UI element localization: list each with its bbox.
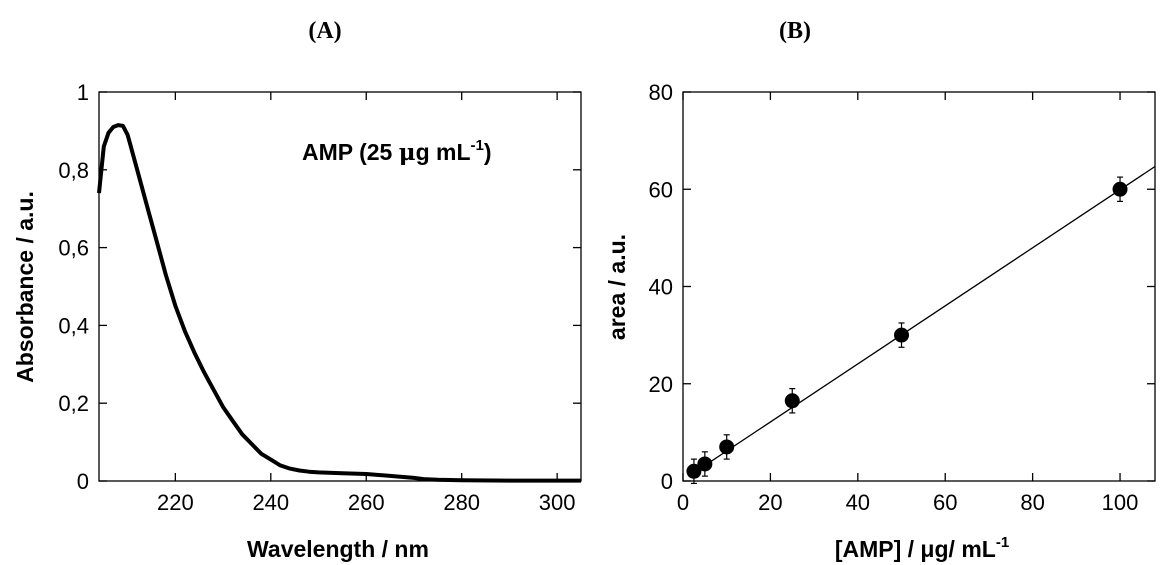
panel-b-x-tick-label: 100 [1102,490,1139,515]
panel-a-x-tick-label: 260 [348,490,385,515]
panel-b-ticks: 0 20 40 60 80 100 0 20 40 60 80 [649,80,1155,515]
panel-b-y-tick-label: 40 [649,275,673,300]
panel-b-y-tick-label: 80 [649,80,673,105]
data-point [1112,181,1128,197]
panel-b-y-tick-label: 20 [649,372,673,397]
panel-a-frame [98,91,582,482]
annotation-main: AMP (25 [302,139,399,165]
panel-a-x-tick-label: 240 [252,490,289,515]
annotation-unit: g mL [416,139,471,165]
panel-b-x-tick-label: 20 [758,490,782,515]
panel-a-x-tick-label: 300 [539,490,576,515]
panel-a-y-tick-label: 0,4 [58,313,89,338]
panel-a-ticks: 220 240 260 280 300 0 0,2 0,4 0,6 0,8 1 [58,80,581,515]
panel-a-y-tick-label: 0,6 [58,236,89,261]
panel-b-x-tick-label: 80 [1020,490,1044,515]
panel-b-xlabel-main: [AMP] / μg/ mL [835,536,996,562]
panel-b-label: (B) [779,18,811,44]
panel-b-x-tick-label: 0 [677,490,689,515]
panel-a-y-tick-label: 1 [77,80,89,105]
calibration-fit-line [691,165,1156,475]
data-point [784,393,800,409]
annotation-sup: -1 [471,137,484,154]
panel-b: (B) 0 20 40 60 80 100 0 20 40 60 80 [AMP] / μg/ mL… [604,18,1156,562]
annotation-mu: μ [399,139,416,166]
panel-b-x-tick-label: 60 [933,490,957,515]
panel-a-annotation: AMP (25 μg mL-1) [302,137,492,166]
data-point [894,327,910,343]
panel-a-label: (A) [308,18,341,44]
data-point [719,439,735,455]
panel-b-ylabel: area / a.u. [604,234,630,340]
panel-a-ylabel: Absorbance / a.u. [12,191,38,383]
panel-a: (A) 220 240 260 280 300 0 0,2 0,4 0,6 0,8 1 AMP (2… [12,18,582,562]
panel-b-x-tick-label: 40 [846,490,870,515]
absorbance-curve [97,123,581,483]
panel-a-x-tick-label: 220 [157,490,194,515]
panel-a-y-tick-label: 0,2 [58,391,89,416]
panel-b-xlabel: [AMP] / μg/ mL-1 [835,534,1009,562]
panel-b-y-tick-label: 60 [649,177,673,202]
panel-b-frame [682,91,1156,482]
data-point [697,456,713,472]
data-point [686,463,702,479]
panel-a-x-tick-label: 280 [443,490,480,515]
annotation-close: ) [484,139,492,165]
panel-a-xlabel: Wavelength / nm [247,536,429,562]
panel-b-y-tick-label: 0 [661,469,673,494]
calibration-points [686,176,1128,485]
panel-a-y-tick-label: 0,8 [58,158,89,183]
panel-b-xlabel-sup: -1 [996,534,1009,551]
panel-a-y-tick-label: 0 [77,469,89,494]
